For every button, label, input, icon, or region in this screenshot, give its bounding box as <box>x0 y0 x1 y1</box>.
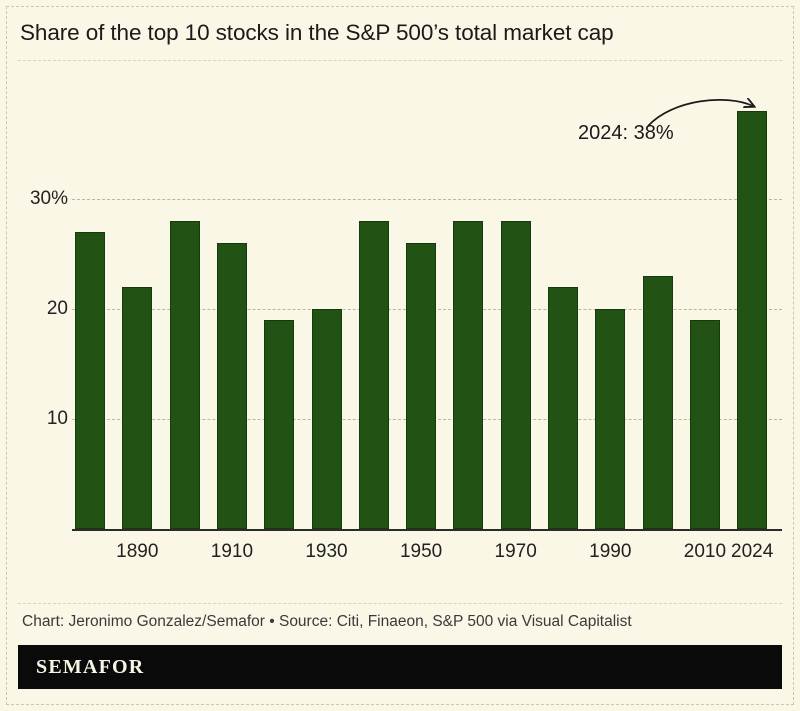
y-axis-tick-label: 30% <box>29 188 68 209</box>
bar <box>500 221 531 529</box>
title-divider <box>18 60 782 61</box>
semafor-logo: SEMAFOR <box>36 656 145 678</box>
logo-bar <box>18 645 782 689</box>
bar <box>169 221 200 529</box>
bar <box>689 320 720 529</box>
bar <box>311 309 342 529</box>
x-axis-tick-label: 2010 <box>683 541 727 562</box>
annotation-label: 2024: 38% <box>578 122 674 144</box>
x-axis-line <box>72 529 782 531</box>
bar <box>406 243 437 529</box>
x-axis-tick-label: 1930 <box>305 541 348 562</box>
bar <box>595 309 626 529</box>
bar-chart-plot: 10 20 30% 1890 1910 1930 1950 1970 1990 2010 2024 <box>29 111 782 562</box>
bar <box>75 232 105 529</box>
y-axis-tick-label: 20 <box>46 298 68 319</box>
x-axis-tick-label: 1950 <box>399 541 443 562</box>
x-axis-tick-label: 1990 <box>589 541 632 562</box>
x-axis-tick-label: 1910 <box>210 541 254 562</box>
page-title: Share of the top 10 stocks in the S&P 50… <box>20 20 614 45</box>
bar <box>453 221 484 529</box>
x-axis-tick-label: 2024 <box>731 541 774 562</box>
bar <box>737 111 768 529</box>
gridline <box>72 199 782 200</box>
bar <box>548 287 578 529</box>
x-axis-tick-label: 1890 <box>116 541 159 562</box>
bar <box>358 221 389 529</box>
bar <box>216 243 247 529</box>
bar <box>122 287 153 529</box>
y-axis-tick-label: 10 <box>46 408 68 429</box>
bar <box>642 276 673 529</box>
bar <box>264 320 295 529</box>
x-axis-tick-label: 1970 <box>494 541 537 562</box>
chart-credit: Chart: Jeronimo Gonzalez/Semafor • Sourc… <box>22 613 632 630</box>
footer-divider <box>18 603 782 604</box>
curved-arrow-icon <box>647 95 765 127</box>
